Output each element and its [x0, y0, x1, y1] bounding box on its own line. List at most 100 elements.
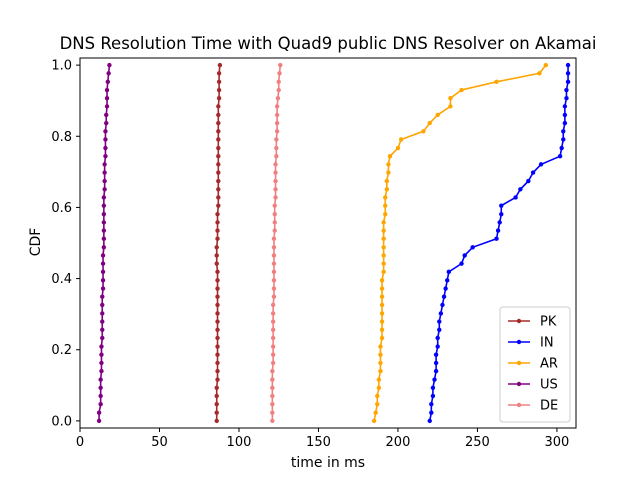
legend-item-de: DE: [508, 399, 558, 414]
data-point-in: [445, 278, 450, 283]
data-point-in: [429, 410, 434, 415]
data-point-us: [103, 153, 108, 159]
data-point-ar: [427, 120, 432, 126]
data-point-de: [274, 137, 279, 142]
data-point-in: [462, 253, 467, 258]
data-point-pk: [216, 145, 221, 151]
data-point-in: [441, 294, 447, 299]
data-point-in: [427, 418, 432, 424]
data-point-in: [557, 153, 563, 159]
legend-swatch-marker: [516, 318, 522, 324]
data-point-pk: [215, 269, 220, 275]
x-tick-label: 0: [76, 435, 84, 450]
data-point-pk: [216, 71, 222, 76]
data-point-us: [102, 187, 107, 192]
data-point-de: [275, 96, 281, 101]
data-point-in: [437, 327, 442, 333]
data-point-in: [518, 187, 523, 192]
data-point-us: [102, 170, 107, 175]
data-point-de: [270, 360, 276, 366]
data-point-ar: [381, 220, 386, 225]
data-point-us: [100, 253, 106, 258]
data-point-in: [495, 228, 501, 233]
data-point-us: [105, 79, 111, 85]
data-point-pk: [214, 261, 219, 266]
legend-item-pk: PK: [508, 315, 557, 330]
data-point-de: [272, 228, 277, 233]
y-tick-label: 0.8: [51, 130, 72, 145]
data-point-us: [100, 294, 105, 299]
legend-label: PK: [540, 315, 557, 330]
data-point-pk: [216, 203, 221, 208]
data-point-pk: [216, 170, 221, 175]
data-point-in: [429, 401, 434, 407]
data-point-pk: [216, 120, 221, 126]
data-point-pk: [216, 137, 221, 142]
data-point-us: [101, 195, 107, 200]
data-point-pk: [215, 327, 220, 333]
data-point-in: [564, 96, 569, 101]
data-point-us: [101, 228, 107, 233]
data-point-in: [440, 302, 445, 308]
data-point-ar: [387, 153, 393, 159]
data-point-in: [430, 385, 436, 390]
data-point-us: [101, 211, 107, 217]
x-tick-label: 300: [545, 435, 570, 450]
data-point-in: [430, 393, 436, 399]
x-axis-label: time in ms: [291, 455, 365, 471]
data-point-pk: [216, 87, 222, 93]
data-point-de: [273, 170, 278, 175]
data-point-pk: [215, 228, 220, 233]
data-point-de: [271, 278, 277, 283]
data-point-us: [104, 120, 109, 126]
data-point-pk: [215, 377, 220, 382]
data-point-in: [499, 211, 504, 217]
data-point-in: [433, 368, 439, 374]
data-point-pk: [215, 302, 220, 308]
data-point-ar: [381, 261, 386, 266]
data-point-us: [103, 129, 108, 134]
data-point-ar: [376, 377, 382, 382]
data-point-in: [433, 352, 439, 357]
legend: PK IN AR US DE: [499, 306, 571, 423]
data-point-in: [565, 71, 571, 76]
data-point-pk: [215, 286, 220, 291]
data-point-ar: [379, 311, 385, 316]
data-point-in: [562, 120, 568, 126]
data-point-pk: [216, 129, 221, 134]
data-point-de: [274, 145, 279, 151]
data-point-pk: [216, 195, 221, 200]
data-point-ar: [386, 170, 391, 175]
data-point-pk: [214, 253, 219, 258]
data-point-pk: [216, 187, 221, 192]
data-point-pk: [216, 96, 222, 101]
data-point-ar: [378, 360, 383, 366]
data-point-pk: [215, 319, 220, 324]
data-point-us: [100, 319, 105, 324]
data-point-de: [271, 286, 277, 291]
legend-label: US: [540, 378, 558, 393]
data-point-in: [494, 236, 499, 241]
data-point-in: [432, 377, 437, 382]
data-point-ar: [398, 137, 404, 142]
data-point-de: [273, 162, 278, 167]
data-point-in: [559, 145, 564, 151]
series-in: [427, 62, 571, 424]
data-point-us: [103, 145, 108, 151]
data-point-us: [104, 87, 110, 93]
data-point-us: [100, 327, 105, 333]
data-point-us: [100, 286, 106, 291]
data-point-in: [433, 360, 439, 366]
data-point-in: [438, 311, 444, 316]
data-point-in: [564, 87, 569, 93]
data-point-ar: [379, 319, 385, 324]
data-point-ar: [381, 253, 386, 258]
data-point-us: [101, 220, 107, 225]
x-tick-label: 100: [227, 435, 252, 450]
data-point-us: [104, 96, 110, 101]
series-pk: [214, 62, 223, 424]
data-point-pk: [215, 294, 220, 299]
data-point-de: [273, 187, 278, 192]
data-point-ar: [376, 385, 382, 390]
data-point-de: [270, 302, 276, 308]
